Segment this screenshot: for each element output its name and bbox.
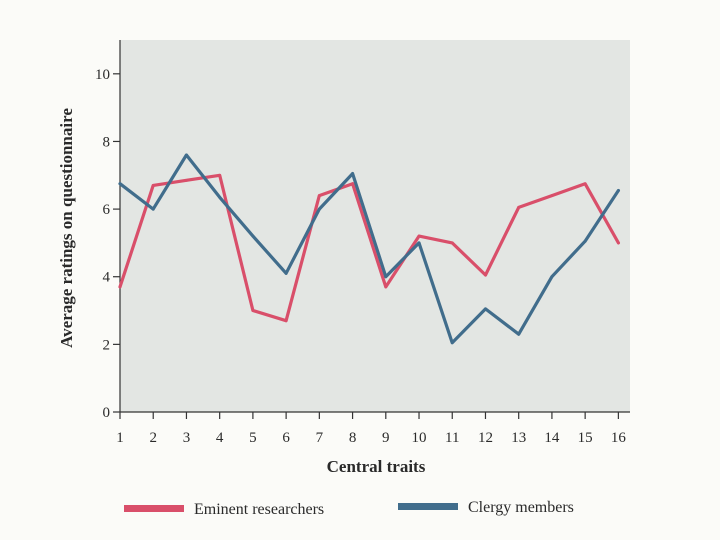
y-tick-label: 8 bbox=[103, 134, 111, 150]
legend-swatch-eminent-researchers bbox=[124, 505, 184, 512]
data-point-clergy-members bbox=[484, 307, 487, 311]
data-point-clergy-members bbox=[317, 207, 321, 211]
x-tick-label: 12 bbox=[478, 430, 493, 446]
x-tick-label: 3 bbox=[183, 430, 191, 446]
data-point-clergy-members bbox=[351, 172, 354, 175]
x-tick-label: 11 bbox=[445, 430, 459, 446]
y-tick-label: 10 bbox=[95, 67, 110, 83]
data-point-clergy-members bbox=[517, 332, 521, 336]
data-point-clergy-members bbox=[151, 207, 155, 211]
y-tick-label: 0 bbox=[103, 405, 111, 421]
x-tick-label: 13 bbox=[511, 430, 526, 446]
data-point-clergy-members bbox=[550, 275, 554, 279]
y-tick-label: 4 bbox=[103, 270, 111, 286]
data-point-eminent-researchers bbox=[251, 309, 255, 312]
data-point-clergy-members bbox=[616, 189, 620, 192]
y-tick-label: 2 bbox=[103, 337, 111, 353]
x-tick-label: 5 bbox=[249, 430, 257, 446]
data-point-clergy-members bbox=[118, 182, 122, 186]
data-point-eminent-researchers bbox=[616, 241, 620, 245]
data-point-eminent-researchers bbox=[118, 285, 122, 289]
y-tick-label: 6 bbox=[103, 202, 111, 218]
data-point-clergy-members bbox=[583, 239, 587, 243]
x-axis-title: Central traits bbox=[327, 457, 426, 476]
x-tick-label: 10 bbox=[412, 430, 427, 446]
y-axis: 0 2 4 6 8 10 bbox=[95, 40, 121, 421]
data-point-eminent-researchers bbox=[583, 182, 587, 186]
data-point-eminent-researchers bbox=[550, 194, 554, 197]
x-tick-label: 1 bbox=[116, 430, 124, 446]
legend-label-eminent-researchers: Eminent researchers bbox=[194, 501, 324, 518]
data-point-eminent-researchers bbox=[185, 178, 188, 182]
x-tick-label: 7 bbox=[316, 430, 324, 446]
data-point-clergy-members bbox=[384, 275, 388, 279]
data-point-clergy-members bbox=[185, 153, 188, 157]
data-point-eminent-researchers bbox=[484, 273, 487, 277]
data-point-eminent-researchers bbox=[284, 319, 288, 323]
legend-swatch-clergy-members bbox=[398, 503, 458, 510]
plot-area bbox=[120, 40, 630, 412]
data-point-clergy-members bbox=[284, 271, 288, 275]
x-tick-label: 8 bbox=[349, 430, 357, 446]
data-point-clergy-members bbox=[450, 341, 454, 345]
series-line-clergy-members bbox=[118, 153, 621, 345]
data-point-eminent-researchers bbox=[317, 194, 321, 197]
data-point-clergy-members bbox=[417, 241, 421, 245]
data-point-eminent-researchers bbox=[218, 173, 222, 177]
legend-label-clergy-members: Clergy members bbox=[468, 499, 574, 516]
y-axis-title: Average ratings on questionnaire bbox=[57, 108, 76, 348]
data-point-clergy-members bbox=[218, 195, 222, 199]
data-point-eminent-researchers bbox=[517, 206, 521, 209]
x-tick-label: 14 bbox=[544, 430, 560, 446]
x-tick-label: 4 bbox=[216, 430, 224, 446]
series-layer bbox=[118, 153, 621, 345]
data-point-eminent-researchers bbox=[384, 285, 388, 289]
data-point-clergy-members bbox=[251, 234, 255, 238]
data-point-eminent-researchers bbox=[351, 182, 354, 186]
x-tick-label: 6 bbox=[282, 430, 290, 446]
data-point-eminent-researchers bbox=[151, 184, 155, 187]
legend: Eminent researchers Clergy members bbox=[124, 499, 574, 518]
x-tick-label: 15 bbox=[578, 430, 593, 446]
x-tick-label: 2 bbox=[149, 430, 157, 446]
x-tick-label: 9 bbox=[382, 430, 390, 446]
data-point-eminent-researchers bbox=[450, 241, 454, 245]
x-axis: 1 2 3 4 5 6 7 8 9 10 11 12 13 14 15 16 bbox=[116, 411, 630, 446]
data-point-eminent-researchers bbox=[417, 234, 421, 238]
x-tick-label: 16 bbox=[611, 430, 627, 446]
